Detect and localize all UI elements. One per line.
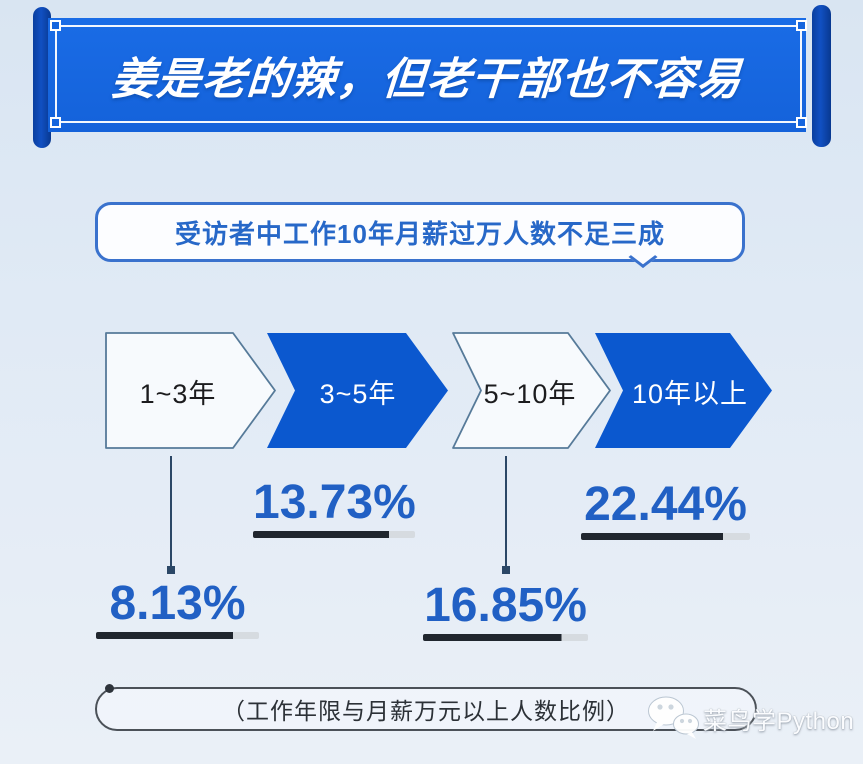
brand-watermark: 菜鸟学Python: [645, 694, 854, 742]
experience-chevron-row: 1~3年 3~5年 5~10年 10年以上: [105, 332, 772, 449]
watermark-label: 菜鸟学Python: [703, 707, 855, 735]
banner-inner-frame: [50, 20, 807, 128]
chart-footnote: （工作年限与月薪万元以上人数比例）: [222, 698, 630, 724]
stat-value: 16.85%: [424, 579, 587, 632]
scroll-roller-left-icon: [33, 7, 51, 148]
stat-1-3-years: 8.13%: [96, 580, 259, 639]
insight-speech-bubble: 受访者中工作10年月薪过万人数不足三成: [95, 202, 745, 268]
stat-underline-bar: [423, 634, 588, 641]
chevron-1-3-years: [105, 332, 276, 449]
insight-text: 受访者中工作10年月薪过万人数不足三成: [175, 218, 665, 249]
stat-value: 22.44%: [584, 478, 747, 531]
chevron-label-2: 3~5年: [320, 379, 397, 409]
frame-corner-ornament: [50, 117, 61, 128]
stat-5-10-years: 16.85%: [423, 582, 588, 641]
stat-3-5-years: 13.73%: [253, 476, 416, 538]
page-title: 姜是老的辣，但老干部也不容易: [109, 55, 744, 104]
chevron-label-3: 5~10年: [484, 379, 577, 409]
chart-footnote-pill: （工作年限与月薪万元以上人数比例）: [95, 684, 757, 731]
frame-corner-ornament: [50, 20, 61, 31]
pill-dot-ornament: [105, 684, 114, 693]
stat-value: 8.13%: [109, 577, 246, 630]
stat-value: 13.73%: [253, 476, 416, 529]
stat-underline-bar: [581, 533, 750, 540]
chevron-5-10-years: [452, 332, 611, 449]
chevron-label-4: 10年以上: [632, 379, 748, 409]
stat-underline-bar: [253, 531, 415, 538]
connector-endpoint-1: [167, 566, 175, 574]
chevron-10plus-years: [595, 333, 772, 448]
scroll-roller-right-icon: [812, 5, 831, 147]
frame-corner-ornament: [796, 20, 807, 31]
connector-line-3: [505, 456, 507, 566]
stat-underline-bar: [96, 632, 259, 639]
chevron-label-1: 1~3年: [140, 379, 217, 409]
frame-corner-ornament: [796, 117, 807, 128]
banner-plate: 姜是老的辣，但老干部也不容易: [48, 18, 807, 132]
connector-endpoint-3: [502, 566, 510, 574]
wechat-icon: [648, 696, 699, 739]
connector-line-1: [170, 456, 172, 566]
stat-10plus-years: 22.44%: [581, 481, 750, 540]
chevron-3-5-years: [267, 333, 448, 448]
